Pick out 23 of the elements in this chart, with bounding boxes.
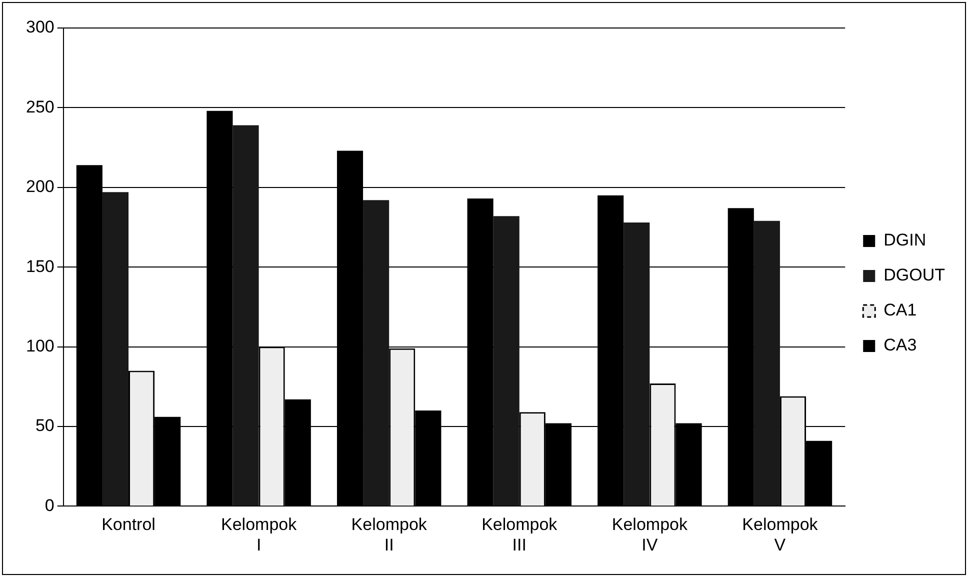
bar: [493, 216, 520, 506]
x-tick-label: Kelompok V: [742, 515, 818, 554]
bar: [363, 200, 390, 506]
legend-label: DGOUT: [884, 266, 946, 285]
y-tick-label: 300: [26, 18, 54, 37]
y-tick-label: 0: [44, 496, 54, 515]
x-tick-label: Kelompok II: [351, 515, 428, 554]
x-tick-label: Kontrol: [102, 515, 156, 534]
legend-label: DGIN: [884, 230, 926, 250]
bar: [754, 220, 780, 506]
legend-label: CA1: [884, 300, 917, 320]
y-tick-label: 250: [26, 97, 54, 116]
x-tick-label: Kelompok I: [220, 515, 298, 554]
legend-label: CA3: [884, 336, 917, 355]
x-tick-label: Kelompok III: [482, 515, 558, 554]
bar: [624, 222, 650, 506]
y-tick-label: 50: [35, 416, 54, 436]
y-tick-label: 100: [26, 336, 54, 356]
bar: [232, 125, 259, 506]
y-tick-label: 150: [26, 256, 54, 276]
y-tick-label: 200: [26, 177, 54, 196]
x-tick-label: Kelompok IV: [612, 515, 688, 554]
bar: [102, 192, 129, 506]
